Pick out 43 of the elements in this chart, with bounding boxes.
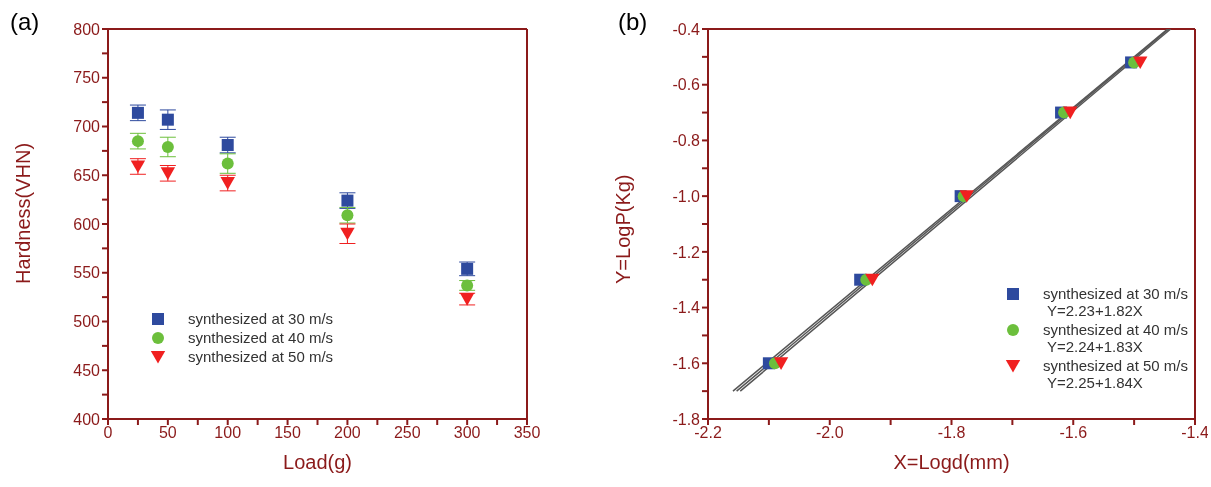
legend-label: synthesized at 40 m/s	[188, 329, 334, 346]
x-tick-label: 300	[453, 424, 481, 442]
chart-title: (b)	[618, 8, 648, 36]
y-tick-label: 700	[73, 118, 101, 136]
x-tick-label: -1.4	[1181, 424, 1209, 442]
y-tick-label: 500	[73, 313, 101, 331]
x-tick-label: 250	[393, 424, 421, 442]
x-tick-label: 150	[274, 424, 302, 442]
y-axis-title: Hardness(VHN)	[12, 142, 35, 284]
y-tick-label: -1.6	[672, 354, 701, 372]
x-tick-label: 50	[158, 424, 177, 442]
y-tick-label: 750	[73, 69, 101, 87]
legend-label: synthesized at 40 m/s	[1042, 321, 1188, 338]
chart-title: (a)	[10, 8, 40, 36]
y-tick-label: -0.4	[672, 20, 701, 38]
x-tick-label: 350	[513, 424, 541, 442]
y-tick-label: 650	[73, 166, 101, 184]
y-tick-label: -1.0	[672, 187, 701, 205]
legend-label: synthesized at 30 m/s	[1042, 285, 1188, 302]
y-tick-label: 450	[73, 361, 101, 379]
x-tick-label: 100	[214, 424, 242, 442]
y-tick-label: 600	[73, 215, 101, 233]
legend-label: synthesized at 50 m/s	[188, 348, 334, 365]
y-tick-label: 400	[73, 410, 101, 428]
legend-label: synthesized at 50 m/s	[1042, 357, 1188, 374]
x-tick-label: -1.8	[937, 424, 966, 442]
x-tick-label: -2.0	[815, 424, 844, 442]
annotation: Y=2.23+1.82X	[1046, 302, 1144, 319]
x-axis-title: Load(g)	[283, 451, 352, 473]
x-tick-label: -1.6	[1059, 424, 1088, 442]
annotation: Y=2.25+1.84X	[1046, 374, 1144, 391]
annotation: Y=2.24+1.83X	[1046, 338, 1144, 355]
y-tick-label: -1.2	[672, 243, 701, 261]
y-tick-label: 550	[73, 264, 101, 282]
x-tick-label: 200	[334, 424, 361, 442]
legend-label: synthesized at 30 m/s	[188, 310, 334, 327]
x-tick-label: 0	[103, 424, 113, 442]
y-tick-label: -0.8	[672, 132, 701, 150]
y-tick-label: 800	[73, 20, 101, 38]
y-tick-label: -0.6	[672, 76, 701, 94]
y-axis-title: Y=LogP(Kg)	[612, 174, 635, 284]
y-tick-label: -1.4	[672, 299, 701, 317]
x-axis-title: X=Logd(mm)	[893, 451, 1010, 473]
